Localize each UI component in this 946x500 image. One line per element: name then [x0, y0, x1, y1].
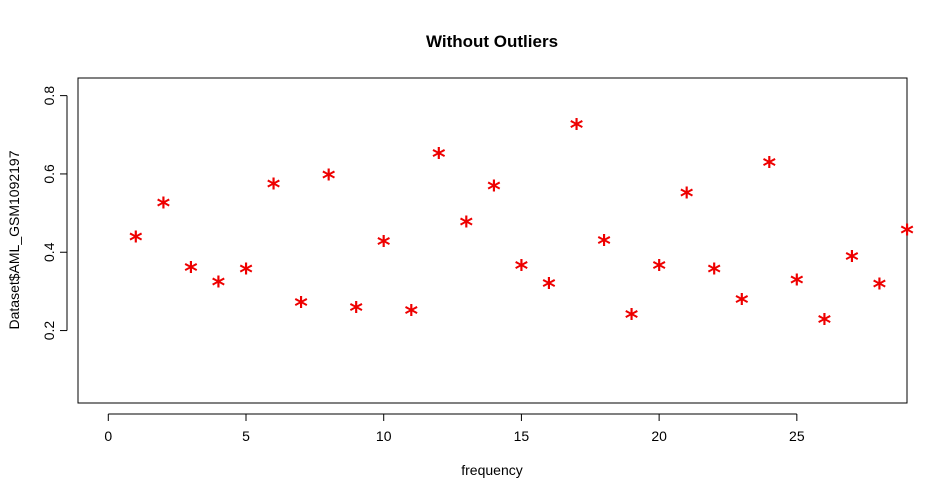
data-point: *	[707, 259, 721, 289]
y-tick-label: 0.4	[41, 242, 57, 262]
data-point: *	[377, 231, 391, 261]
x-tick-label: 20	[651, 428, 667, 444]
data-point: *	[129, 227, 143, 257]
data-point: *	[818, 309, 832, 339]
data-point: *	[735, 289, 749, 319]
data-point: *	[212, 272, 226, 302]
data-points: * * * * * * * * * * * * * * * * * * * * * * * * * * * * *	[129, 114, 914, 339]
data-point: *	[762, 152, 776, 182]
data-point: *	[349, 297, 363, 327]
data-point: *	[157, 193, 171, 223]
x-axis-label: frequency	[461, 462, 522, 478]
plot-frame	[77, 77, 908, 404]
data-point: *	[625, 304, 639, 334]
data-point: *	[845, 246, 859, 276]
data-point: *	[790, 270, 804, 300]
data-point: *	[597, 230, 611, 260]
x-tick-label: 5	[242, 428, 250, 444]
x-tick-label: 0	[104, 428, 112, 444]
data-point: *	[322, 164, 336, 194]
data-point: *	[239, 259, 253, 289]
data-point: *	[404, 300, 418, 330]
data-point: *	[900, 220, 914, 250]
y-tick-label: 0.2	[41, 321, 57, 341]
chart-title: Without Outliers	[426, 32, 558, 51]
x-tick-label: 25	[789, 428, 805, 444]
data-point: *	[294, 292, 308, 322]
y-axis: 0.2 0.4 0.6 0.8	[41, 86, 68, 341]
data-point: *	[432, 143, 446, 173]
data-point: *	[184, 257, 198, 287]
data-point: *	[570, 114, 584, 144]
x-axis: 0 5 10 15 20 25	[104, 413, 805, 444]
data-point: *	[460, 212, 474, 242]
y-tick-label: 0.6	[41, 164, 57, 184]
data-point: *	[515, 255, 529, 285]
data-point: *	[873, 274, 887, 304]
y-axis-label: Dataset$AML_GSM1092197	[6, 150, 22, 329]
data-point: *	[542, 273, 556, 303]
data-point: *	[487, 175, 501, 205]
y-tick-label: 0.8	[41, 86, 57, 106]
x-tick-label: 15	[514, 428, 530, 444]
data-point: *	[652, 255, 666, 285]
x-tick-label: 10	[376, 428, 392, 444]
data-point: *	[267, 173, 281, 203]
data-point: *	[680, 182, 694, 212]
